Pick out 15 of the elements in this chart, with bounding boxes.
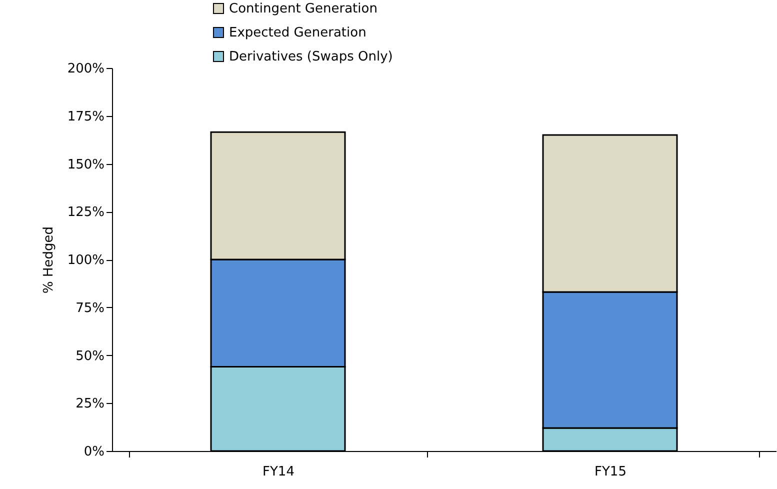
legend-label: Expected Generation	[229, 26, 366, 40]
y-tick-label: 25%	[76, 396, 104, 412]
legend-label: Derivatives (Swaps Only)	[229, 50, 393, 64]
y-tick-label: 50%	[76, 348, 104, 364]
x-tick-label: FY15	[594, 464, 626, 480]
y-tick-label: 125%	[67, 205, 104, 220]
y-tick-label: 100%	[67, 253, 104, 268]
y-tick-label: 175%	[67, 109, 104, 124]
y-tick-label: 0%	[84, 444, 104, 460]
y-tick-label: 75%	[76, 300, 104, 316]
y-axis-title: % Hedged	[41, 226, 56, 294]
x-tick-label: FY14	[262, 464, 294, 480]
legend-label: Contingent Generation	[229, 2, 378, 16]
y-tick-label: 200%	[67, 62, 104, 76]
y-tick-label: 150%	[67, 157, 104, 172]
